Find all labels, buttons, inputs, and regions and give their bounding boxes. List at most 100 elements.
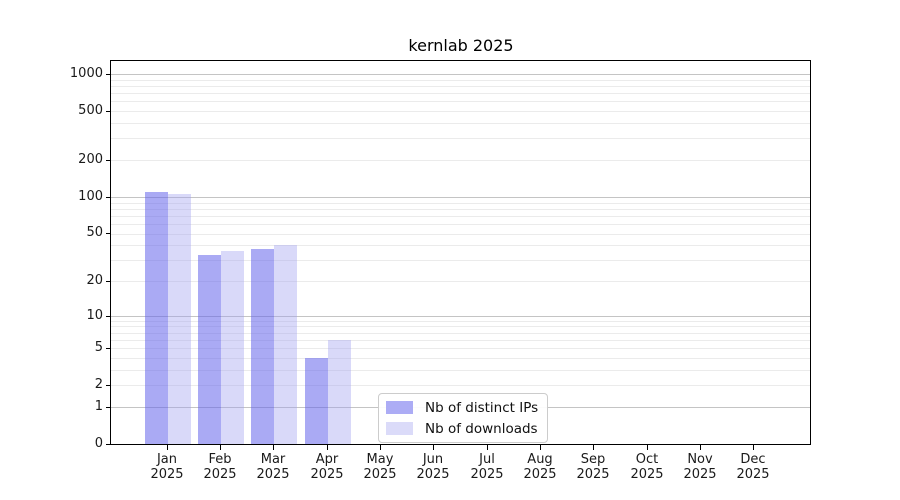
y-tick-0: [106, 444, 111, 445]
month-name: Mar: [260, 452, 286, 467]
x-tick-dec: [753, 445, 754, 450]
y-tick-label-100: 100: [78, 189, 103, 204]
minor-gridline-400: [111, 123, 810, 124]
distinct-ips-swatch: [386, 401, 413, 414]
minor-gridline-60: [111, 223, 810, 225]
month-name: Nov: [687, 452, 713, 467]
x-tick-label-oct: Oct 2025: [615, 452, 679, 482]
bar-nb-of-downloads-apr: [327, 339, 351, 444]
y-tick-label-5: 5: [94, 340, 103, 355]
y-tick-label-20: 20: [86, 273, 103, 288]
y-tick-1: [106, 407, 111, 408]
bar-nb-of-downloads-feb: [221, 250, 244, 444]
x-tick-apr: [327, 445, 328, 450]
x-tick-nov: [700, 445, 701, 450]
x-tick-may: [380, 445, 381, 450]
legend-label-distinct-ips: Nb of distinct IPs: [425, 399, 539, 416]
month-year: 2025: [150, 467, 184, 482]
legend: Nb of distinct IPs Nb of downloads: [378, 393, 549, 443]
month-year: 2025: [363, 467, 397, 482]
month-year: 2025: [256, 467, 290, 482]
bar-nb-of-downloads-mar: [274, 245, 298, 444]
x-tick-label-aug: Aug 2025: [508, 452, 572, 482]
month-name: Aug: [527, 452, 553, 467]
month-name: Sep: [580, 452, 606, 467]
y-tick-label-200: 200: [78, 152, 103, 167]
y-tick-500: [106, 111, 111, 112]
month-name: Jul: [479, 452, 495, 467]
month-year: 2025: [683, 467, 717, 482]
minor-gridline-200: [111, 160, 810, 161]
x-tick-label-sep: Sep 2025: [561, 452, 625, 482]
bar-nb-of-distinct-ips-jan: [144, 191, 168, 444]
y-tick-50: [106, 233, 111, 234]
minor-gridline-500: [111, 111, 810, 113]
minor-gridline-9: [111, 320, 810, 322]
major-gridline-100: [111, 196, 810, 198]
minor-gridline-4: [111, 357, 810, 359]
month-year: 2025: [310, 467, 344, 482]
month-name: May: [366, 452, 394, 467]
x-tick-oct: [647, 445, 648, 450]
y-tick-label-1: 1: [94, 399, 103, 414]
plot-area: [110, 60, 811, 445]
y-tick-2: [106, 385, 111, 386]
minor-gridline-70: [111, 215, 810, 217]
x-tick-feb: [220, 445, 221, 450]
month-name: Jan: [156, 452, 178, 467]
downloads-swatch: [386, 422, 413, 435]
bar-nb-of-downloads-jan: [167, 193, 191, 444]
minor-gridline-2: [111, 385, 810, 387]
minor-gridline-8: [111, 326, 810, 328]
minor-gridline-50: [111, 233, 810, 235]
y-tick-20: [106, 281, 111, 282]
legend-row-distinct-ips: Nb of distinct IPs: [386, 399, 538, 416]
minor-gridline-90: [111, 202, 810, 204]
x-tick-label-apr: Apr 2025: [295, 452, 359, 482]
bar-nb-of-distinct-ips-feb: [198, 255, 221, 444]
y-tick-1000: [106, 74, 111, 75]
x-tick-mar: [273, 445, 274, 450]
y-tick-5: [106, 348, 111, 349]
x-tick-aug: [540, 445, 541, 450]
minor-gridline-6: [111, 339, 810, 341]
month-name: Oct: [635, 452, 659, 467]
month-year: 2025: [630, 467, 664, 482]
bar-nb-of-distinct-ips-mar: [251, 249, 275, 444]
month-year: 2025: [576, 467, 610, 482]
y-tick-label-0: 0: [94, 436, 103, 451]
y-tick-label-10: 10: [86, 308, 103, 323]
minor-gridline-800: [111, 86, 810, 87]
minor-gridline-5: [111, 348, 810, 350]
y-tick-10: [106, 316, 111, 317]
x-tick-sep: [593, 445, 594, 450]
x-tick-label-jun: Jun 2025: [401, 452, 465, 482]
month-year: 2025: [470, 467, 504, 482]
x-tick-label-jul: Jul 2025: [455, 452, 519, 482]
y-tick-label-500: 500: [78, 103, 103, 118]
month-year: 2025: [523, 467, 557, 482]
minor-gridline-300: [111, 138, 810, 140]
month-name: Apr: [315, 452, 339, 467]
month-name: Dec: [740, 452, 766, 467]
x-tick-label-may: May 2025: [348, 452, 412, 482]
minor-gridline-20: [111, 281, 810, 282]
bar-nb-of-distinct-ips-apr: [304, 357, 328, 444]
minor-gridline-80: [111, 208, 810, 210]
legend-label-downloads: Nb of downloads: [425, 420, 538, 437]
month-year: 2025: [736, 467, 770, 482]
minor-gridline-30: [111, 260, 810, 262]
month-name: Jun: [422, 452, 444, 467]
chart-title: kernlab 2025: [408, 36, 514, 55]
y-tick-label-50: 50: [86, 225, 103, 240]
legend-row-downloads: Nb of downloads: [386, 420, 538, 437]
x-tick-label-jan: Jan 2025: [135, 452, 199, 482]
x-tick-label-feb: Feb 2025: [188, 452, 252, 482]
x-tick-jan: [167, 445, 168, 450]
minor-gridline-700: [111, 93, 810, 95]
major-gridline-1000: [111, 74, 810, 75]
y-tick-label-1000: 1000: [69, 66, 103, 81]
month-year: 2025: [203, 467, 237, 482]
x-tick-label-mar: Mar 2025: [241, 452, 305, 482]
